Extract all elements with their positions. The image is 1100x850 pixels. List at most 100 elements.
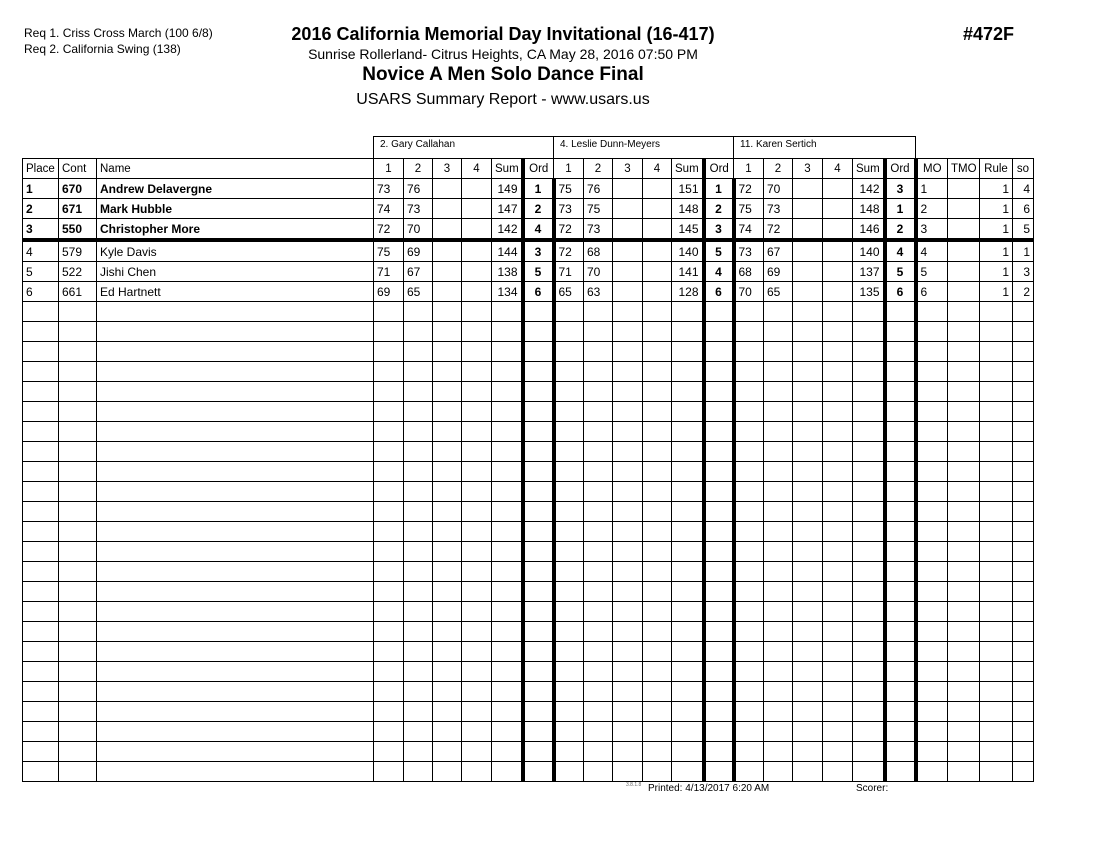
score xyxy=(461,661,492,682)
sum xyxy=(491,441,523,462)
version: 3.8.1.8 xyxy=(626,782,642,788)
skate-order xyxy=(1012,301,1034,322)
score xyxy=(792,561,823,582)
score xyxy=(583,361,613,382)
sum: 147 xyxy=(491,198,523,219)
score xyxy=(461,501,492,522)
sum xyxy=(852,561,885,582)
rule: 1 xyxy=(979,178,1013,199)
tmo xyxy=(947,421,980,442)
skate-order xyxy=(1012,761,1034,782)
score xyxy=(612,281,643,302)
score xyxy=(763,381,793,402)
rule xyxy=(979,361,1013,382)
score xyxy=(551,561,584,582)
mo xyxy=(913,421,948,442)
score xyxy=(642,661,672,682)
score xyxy=(373,461,404,482)
rule: 1 xyxy=(979,198,1013,219)
empty-row xyxy=(22,321,1034,342)
score xyxy=(731,501,764,522)
score xyxy=(432,301,462,322)
skater-name xyxy=(96,521,374,542)
ordinal xyxy=(701,601,734,622)
skate-order xyxy=(1012,721,1034,742)
score xyxy=(763,501,793,522)
event-title: Novice A Men Solo Dance Final xyxy=(362,64,644,85)
score xyxy=(583,681,613,702)
score xyxy=(403,461,433,482)
sum xyxy=(491,701,523,722)
rule: 1 xyxy=(979,281,1013,302)
empty-row xyxy=(22,601,1034,622)
contestant-number: 550 xyxy=(58,218,97,242)
score: 68 xyxy=(731,261,764,282)
ordinal xyxy=(882,581,916,602)
score xyxy=(642,401,672,422)
ordinal xyxy=(882,741,916,762)
mo xyxy=(913,701,948,722)
score xyxy=(642,681,672,702)
score xyxy=(551,581,584,602)
sum xyxy=(491,461,523,482)
sum xyxy=(671,581,704,602)
score xyxy=(403,301,433,322)
place-header: Place xyxy=(22,158,59,179)
score xyxy=(551,521,584,542)
score xyxy=(461,601,492,622)
ordinal xyxy=(701,401,734,422)
ordinal xyxy=(520,561,554,582)
score-header: 1 xyxy=(373,158,404,179)
score xyxy=(822,601,853,622)
score xyxy=(763,561,793,582)
score xyxy=(432,321,462,342)
sum: 140 xyxy=(852,239,885,262)
ordinal: 6 xyxy=(520,281,554,302)
score xyxy=(461,441,492,462)
skate-order xyxy=(1012,681,1034,702)
score xyxy=(792,401,823,422)
score xyxy=(642,239,672,262)
judge-header-1: 2. Gary Callahan xyxy=(373,136,554,158)
contestant-number xyxy=(58,461,97,482)
rule xyxy=(979,301,1013,322)
empty-row xyxy=(22,661,1034,682)
score xyxy=(373,441,404,462)
sum xyxy=(852,381,885,402)
ordinal: 5 xyxy=(882,261,916,282)
mo xyxy=(913,341,948,362)
contestant-number xyxy=(58,581,97,602)
score xyxy=(403,441,433,462)
score xyxy=(642,198,672,219)
sum xyxy=(491,681,523,702)
ordinal xyxy=(882,321,916,342)
ordinal xyxy=(701,521,734,542)
ordinal xyxy=(520,621,554,642)
sum xyxy=(671,681,704,702)
score xyxy=(403,541,433,562)
score: 70 xyxy=(763,178,793,199)
score xyxy=(432,381,462,402)
skater-name xyxy=(96,301,374,322)
sum xyxy=(671,381,704,402)
sum xyxy=(671,401,704,422)
skater-name: Mark Hubble xyxy=(96,198,374,219)
score: 69 xyxy=(763,261,793,282)
score xyxy=(461,281,492,302)
mo xyxy=(913,541,948,562)
score xyxy=(461,741,492,762)
ordinal xyxy=(882,501,916,522)
score xyxy=(792,261,823,282)
place xyxy=(22,701,59,722)
sum xyxy=(852,441,885,462)
tmo xyxy=(947,521,980,542)
score xyxy=(461,321,492,342)
score xyxy=(461,461,492,482)
mo xyxy=(913,461,948,482)
printed-date: Printed: 4/13/2017 6:20 AM xyxy=(648,783,770,794)
skater-name xyxy=(96,341,374,362)
contestant-number: 670 xyxy=(58,178,97,199)
empty-row xyxy=(22,361,1034,382)
score xyxy=(763,701,793,722)
ordinal xyxy=(882,401,916,422)
